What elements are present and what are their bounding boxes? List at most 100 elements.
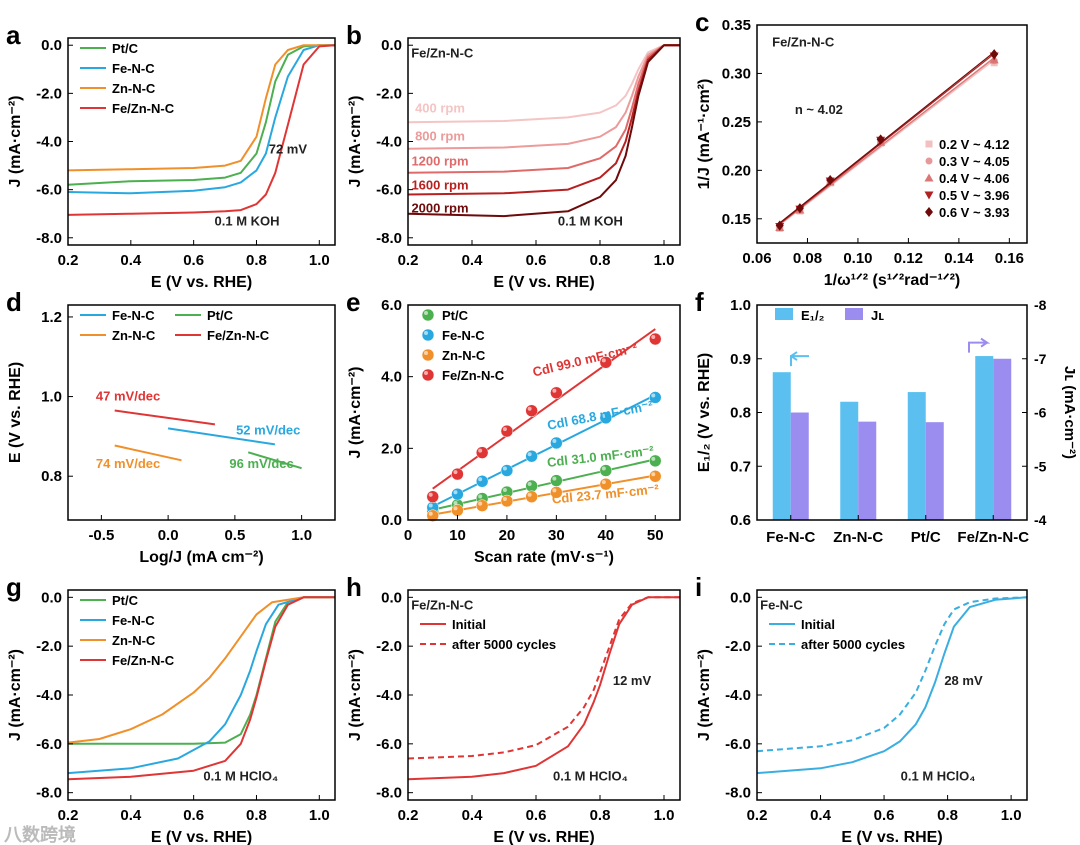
left-axis-arrow-icon xyxy=(790,351,809,367)
data-point-Pt/C-highlight xyxy=(527,481,532,486)
x-tick-label: 0.10 xyxy=(843,250,872,267)
x-tick-label: 0.6 xyxy=(526,807,547,824)
data-point-Fe/Zn-N-C xyxy=(525,404,538,417)
y-tick-label: 1.2 xyxy=(41,309,62,326)
y-tick-label: 0.35 xyxy=(722,17,751,34)
x-axis-label: E (V vs. RHE) xyxy=(493,274,594,291)
y-tick-label: -4.0 xyxy=(376,687,402,704)
data-point-Fe-N-C xyxy=(525,449,538,463)
y-axis-label: J (mA·cm⁻²) xyxy=(347,366,364,458)
data-point-0.6 V ~ 3.93 xyxy=(990,49,999,60)
series-line-Initial xyxy=(407,596,680,781)
plot-frame xyxy=(756,304,1028,521)
x-tick-label: 1.0 xyxy=(309,807,330,824)
x-tick-label: 0.2 xyxy=(398,252,419,269)
legend-label: after 5000 cycles xyxy=(452,637,556,652)
legend-marker xyxy=(924,173,934,182)
legend-label: Pt/C xyxy=(112,593,139,608)
data-point-Fe-N-C-highlight xyxy=(453,490,458,495)
y-tick-label: -8.0 xyxy=(376,785,402,802)
data-point-Zn-N-C-highlight xyxy=(502,497,507,502)
x-tick-label: 0.2 xyxy=(398,807,419,824)
x-tick-label: 1.0 xyxy=(654,807,675,824)
y-axis-label: J (mA·cm⁻²) xyxy=(696,649,713,741)
series-line-Fe/Zn-N-C xyxy=(67,596,335,781)
panel-i: i 0.2 0.4 0.6 0.8 1.0 E (V vs. RHE) 0.0 -2.0 -4.0… xyxy=(695,572,1028,845)
legend-label: 0.5 V ~ 3.96 xyxy=(939,188,1009,203)
data-point-Zn-N-C xyxy=(500,494,514,508)
bar-Jʟ-Fe-N-C xyxy=(790,412,809,520)
x-tick-label: 0.5 xyxy=(224,527,245,544)
series-line-1600 rpm xyxy=(407,44,680,196)
series-line-Zn-N-C xyxy=(67,44,335,172)
legend-label: Fe/Zn-N-C xyxy=(207,328,270,343)
legend-label: 0.2 V ~ 4.12 xyxy=(939,137,1009,152)
series-line-Pt/C xyxy=(68,596,335,745)
y2-axis-label: Jʟ (mA·cm⁻²) xyxy=(1061,366,1078,459)
y-axis-label: E₁/₂ (V vs. RHE) xyxy=(696,353,713,473)
x-tick-label: 50 xyxy=(647,527,664,544)
data-point-Pt/C-highlight xyxy=(601,466,606,471)
fit-line-0.5 V ~ 3.96 xyxy=(779,53,995,225)
legend-marker xyxy=(925,157,933,165)
y2-tick-label: -8 xyxy=(1034,297,1047,313)
legend-label: Zn-N-C xyxy=(112,633,156,648)
x-tick-label: Fe/Zn-N-C xyxy=(957,529,1029,546)
series-line-after 5000 cycles xyxy=(407,596,680,760)
bar-E₁/₂-Fe-N-C xyxy=(772,372,791,520)
series-line-1200 rpm xyxy=(407,44,680,174)
fit-line-0.2 V ~ 4.12 xyxy=(779,59,995,226)
y-tick-label: -8.0 xyxy=(36,785,62,802)
data-point-Fe/Zn-N-C-highlight xyxy=(428,492,433,497)
y-tick-label: 0.25 xyxy=(722,114,751,131)
x-tick-label: 1.0 xyxy=(1001,807,1022,824)
plot-frame xyxy=(407,589,681,801)
y-tick-label: 0.0 xyxy=(730,589,751,606)
y-tick-label: 4.0 xyxy=(381,369,402,386)
panel-c: c 0.06 0.08 0.10 0.12 0.14 0.16 1/ω¹ᐟ² (s¹ᐟ²rad… xyxy=(695,7,1028,289)
annotation: 0.1 M KOH xyxy=(558,214,623,229)
legend-label: Fe-N-C xyxy=(112,61,155,76)
x-tick-label: 0.0 xyxy=(158,527,179,544)
bar-E₁/₂-Pt/C xyxy=(907,392,926,520)
x-tick-label: 0.8 xyxy=(937,807,958,824)
x-tick-label: 0.4 xyxy=(120,807,142,824)
panel-letter: c xyxy=(695,7,709,37)
annotation: 72 mV xyxy=(269,142,308,157)
data-point-0.6 V ~ 3.93 xyxy=(775,220,784,231)
data-point-Fe/Zn-N-C xyxy=(500,424,514,438)
legend-marker-highlight xyxy=(424,331,428,335)
y-tick-label: 0.15 xyxy=(722,211,751,228)
legend-label: Fe-N-C xyxy=(112,613,155,628)
x-axis-label: E (V vs. RHE) xyxy=(841,829,942,845)
y2-tick-label: -4 xyxy=(1034,512,1047,528)
legend-label: 0.4 V ~ 4.06 xyxy=(939,171,1009,186)
legend-marker-highlight xyxy=(424,371,428,375)
y2-tick-label: -6 xyxy=(1034,405,1047,421)
x-axis-label: E (V vs. RHE) xyxy=(151,274,252,291)
legend-label: after 5000 cycles xyxy=(801,637,905,652)
y-axis-label: J (mA·cm⁻²) xyxy=(7,95,24,187)
plot-frame xyxy=(67,589,336,801)
y-axis-label: 1/J (mA⁻¹·cm²) xyxy=(696,79,713,190)
series-line-Zn-N-C xyxy=(67,596,335,744)
series-line-Pt/C xyxy=(247,451,302,470)
annotation: 47 mV/dec xyxy=(96,389,160,404)
annotation: 52 mV/dec xyxy=(236,422,300,437)
x-tick-label: 30 xyxy=(548,527,565,544)
annotation: Cdl 99.0 mF·cm⁻² xyxy=(531,340,639,380)
y2-tick-label: -5 xyxy=(1034,458,1047,474)
x-tick-label: 0.6 xyxy=(526,252,547,269)
annotation: 1200 rpm xyxy=(411,154,468,169)
y-tick-label: -2.0 xyxy=(376,638,402,655)
annotation: 0.1 M KOH xyxy=(215,214,280,229)
annotation: 96 mV/dec xyxy=(229,456,293,471)
data-point-Fe/Zn-N-C-highlight xyxy=(478,448,483,453)
y-tick-label: 0.0 xyxy=(41,37,62,54)
legend-label: Fe-N-C xyxy=(442,328,485,343)
series-line-400 rpm xyxy=(407,44,680,124)
series-line-2000 rpm xyxy=(407,44,680,218)
annotation: Cdl 31.0 mF·cm⁻² xyxy=(546,443,655,470)
data-point-Fe-N-C-highlight xyxy=(428,503,433,508)
series-line-Fe-N-C xyxy=(67,596,335,775)
